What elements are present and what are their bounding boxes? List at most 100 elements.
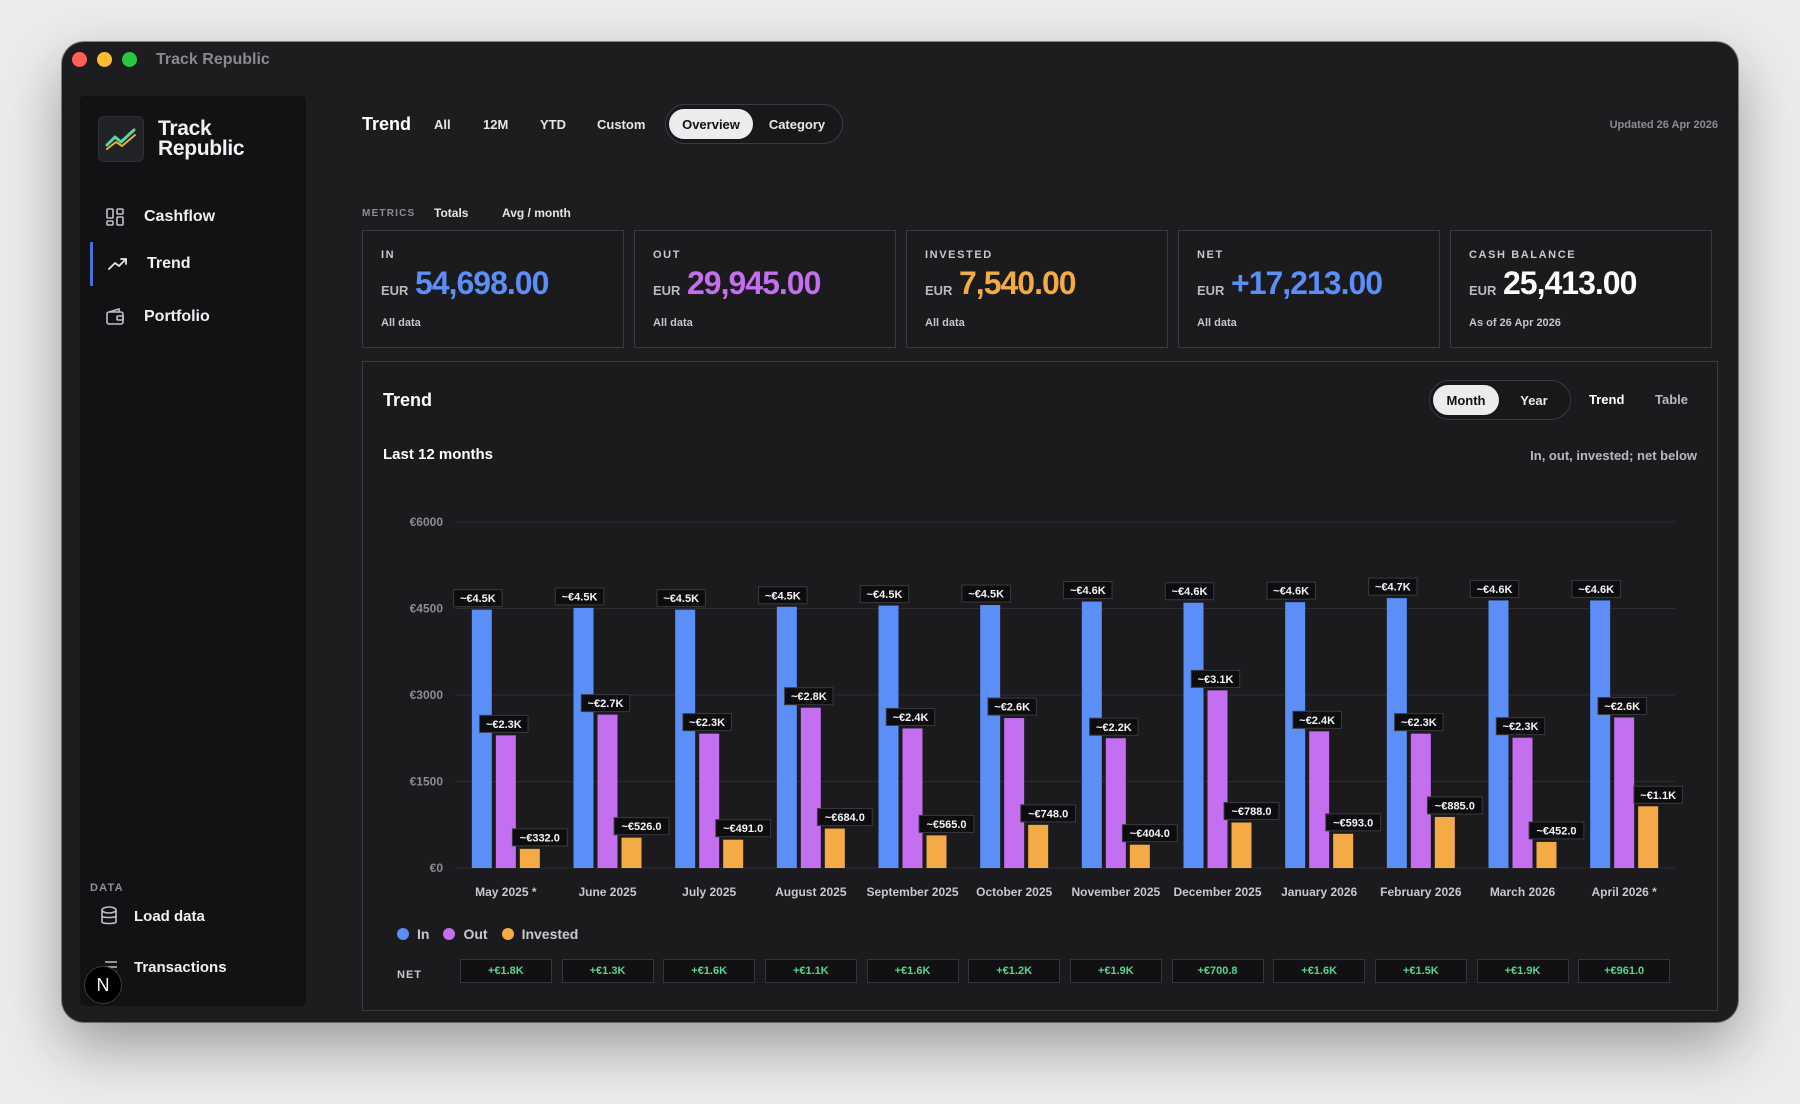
data-label: ~€3.1K <box>1198 674 1234 686</box>
toolbar: Trend All 12M YTD Custom Overview Catego… <box>362 104 1718 144</box>
bar-out <box>1309 731 1330 868</box>
x-tick-label: July 2025 <box>682 885 736 899</box>
metric-card-out: OUT EUR 29,945.00 All data <box>634 230 896 348</box>
data-label: ~€4.5K <box>765 590 801 602</box>
database-icon <box>98 905 120 927</box>
view-toggle: Overview Category <box>665 104 843 144</box>
data-label: ~€4.5K <box>460 593 496 605</box>
legend-label: Invested <box>521 926 579 942</box>
net-value-cell: +€1.6K <box>663 959 756 983</box>
trend-arrow-icon <box>107 253 129 275</box>
data-label-box <box>1292 710 1342 729</box>
data-label: ~€684.0 <box>825 812 865 824</box>
bar-out <box>597 714 618 868</box>
data-label-box <box>511 828 568 847</box>
tab-table[interactable]: Table <box>1655 392 1688 407</box>
data-label: ~€565.0 <box>926 819 966 831</box>
bar-in <box>675 609 696 868</box>
legend-item-in[interactable]: In <box>397 926 429 942</box>
y-tick-label: €3000 <box>410 688 444 702</box>
net-value-cell: +€1.9K <box>1476 959 1569 983</box>
metric-currency: EUR <box>925 283 953 298</box>
tab-custom[interactable]: Custom <box>597 117 646 132</box>
net-value-cell: +€1.5K <box>1374 959 1467 983</box>
data-label-box <box>961 584 1011 603</box>
bar-in <box>980 605 1001 868</box>
data-label-box <box>987 697 1037 716</box>
tab-trend[interactable]: Trend <box>1589 392 1625 407</box>
data-label-box <box>1223 802 1280 821</box>
year-option[interactable]: Year <box>1520 392 1548 408</box>
net-value-cell: +€1.6K <box>1273 959 1366 983</box>
bar-chart: €0 €1500 €3000 €4500 €6000 ~€4.5K ~€2.3K ~€332.… <box>410 515 1683 899</box>
data-label: ~€788.0 <box>1231 806 1271 818</box>
metric-key: CASH BALANCE <box>1469 249 1577 261</box>
minimize-window-button[interactable] <box>97 52 112 67</box>
data-label: ~€4.5K <box>663 593 699 605</box>
tab-all[interactable]: All <box>434 117 451 132</box>
sidebar-item-cashflow[interactable]: Cashflow <box>90 195 296 239</box>
sidebar-item-load-data[interactable]: Load data <box>90 896 296 936</box>
brand[interactable]: Track Republic <box>98 116 245 162</box>
bar-out <box>1105 738 1126 868</box>
data-label: ~€2.8K <box>791 691 827 703</box>
bar-invested <box>1028 824 1049 868</box>
tab-12m[interactable]: 12M <box>483 117 509 132</box>
data-label: ~€2.3K <box>1401 717 1437 729</box>
y-tick-label: €6000 <box>410 515 444 529</box>
data-section-label: DATA <box>90 882 124 894</box>
bar-out <box>1614 717 1635 868</box>
avatar[interactable]: N <box>84 966 122 1004</box>
data-label-box <box>682 713 732 732</box>
data-label: ~€4.6K <box>1172 586 1208 598</box>
metric-caption: All data <box>653 317 693 329</box>
net-value-cell: +€1.9K <box>1069 959 1162 983</box>
maximize-window-button[interactable] <box>122 52 137 67</box>
tab-avg-month[interactable]: Avg / month <box>502 206 571 220</box>
granularity-toggle: Month Year <box>1429 380 1571 420</box>
data-label: ~€2.6K <box>1604 701 1640 713</box>
tab-ytd[interactable]: YTD <box>540 117 566 132</box>
sidebar-item-trend[interactable]: Trend <box>90 242 296 286</box>
data-label: ~€1.1K <box>1640 790 1676 802</box>
sidebar-item-label: Cashflow <box>144 208 216 225</box>
app-window: Track Republic Track Republic <box>62 42 1738 1022</box>
data-label-box <box>816 808 873 827</box>
metric-currency: EUR <box>1197 283 1225 298</box>
data-label-box <box>859 585 910 604</box>
panel-title: Trend <box>383 390 433 410</box>
x-tick-label: March 2026 <box>1490 885 1556 899</box>
metric-value: 29,945.00 <box>687 265 821 301</box>
bar-invested <box>824 828 845 868</box>
data-label-box <box>656 589 706 608</box>
sidebar-item-portfolio[interactable]: Portfolio <box>90 295 296 339</box>
chart-subtitle: Last 12 months <box>383 446 494 463</box>
x-tick-label: September 2025 <box>866 885 958 899</box>
brand-name: Track Republic <box>158 118 245 159</box>
legend-item-invested[interactable]: Invested <box>501 926 579 942</box>
metric-value: 7,540.00 <box>959 265 1077 301</box>
metric-currency: EUR <box>1469 283 1497 298</box>
data-label: ~€4.7K <box>1375 582 1411 594</box>
dashboard-grid-icon <box>104 206 126 228</box>
metric-caption: All data <box>925 317 965 329</box>
category-option[interactable]: Category <box>768 116 826 132</box>
data-label-box <box>1426 796 1483 815</box>
sidebar-item-label: Trend <box>147 255 191 272</box>
overview-option[interactable]: Overview <box>669 109 753 139</box>
month-option[interactable]: Month <box>1433 385 1499 415</box>
x-tick-label: December 2025 <box>1173 885 1261 899</box>
tab-totals[interactable]: Totals <box>434 206 469 220</box>
data-label: ~€2.3K <box>689 717 725 729</box>
close-window-button[interactable] <box>72 52 87 67</box>
x-tick-label: June 2025 <box>578 885 636 899</box>
net-value-cell: +€1.3K <box>561 959 654 983</box>
legend-item-out[interactable]: Out <box>443 926 488 942</box>
x-tick-label: May 2025 * <box>475 885 537 899</box>
data-label-box <box>1528 821 1585 840</box>
metric-card-cash-balance: CASH BALANCE EUR 25,413.00 As of 26 Apr … <box>1450 230 1712 348</box>
data-label: ~€885.0 <box>1435 800 1475 812</box>
metric-value: 54,698.00 <box>415 265 549 301</box>
sidebar-item-label: Portfolio <box>144 308 210 325</box>
titlebar: Track Republic <box>62 42 1738 80</box>
